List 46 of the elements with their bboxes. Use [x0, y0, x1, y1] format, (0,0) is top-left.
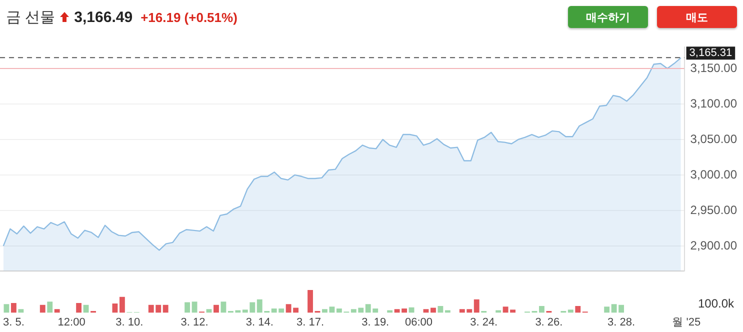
bar	[10, 302, 16, 313]
text: 매도	[657, 6, 737, 28]
y-tick-label: 3,000.00	[690, 167, 738, 182]
x-tick-label: 3. 5.	[3, 316, 24, 328]
text: 매수하기	[568, 6, 648, 28]
bar	[604, 306, 610, 313]
bar	[220, 302, 226, 313]
x-tick-label: 3. 14.	[246, 316, 274, 328]
x-tick-label: 3. 12.	[180, 316, 208, 328]
x-tick-label: 3. 17.	[296, 316, 324, 328]
y-tick-label: 2,900.00	[690, 238, 738, 252]
bar	[184, 302, 190, 313]
x-tick-label: 06:00	[404, 316, 433, 328]
bar	[76, 302, 82, 313]
bar	[18, 309, 24, 313]
chart-title: 금 선물	[6, 8, 56, 26]
bar	[430, 308, 436, 313]
y-tick-label: 2,950.00	[690, 202, 738, 217]
bar	[438, 306, 444, 313]
x-tick-label: 3. 28.	[608, 316, 636, 328]
ref-line-label: 3,165.31	[689, 47, 732, 60]
bar	[47, 302, 53, 313]
x-tick-label: 3. 26.	[535, 316, 563, 328]
y-tick-label: 3,050.00	[690, 132, 738, 146]
text: 100.0k	[698, 296, 736, 310]
bar	[4, 304, 10, 313]
x-tick-label: 3. 24.	[470, 316, 498, 328]
text: 3,166.49	[74, 8, 133, 26]
bar	[119, 296, 125, 313]
y-tick-label: 3,100.00	[690, 96, 738, 110]
x-tick-label: 12:00	[58, 316, 86, 328]
x-tick-label: 3. 19.	[362, 316, 390, 328]
x-tick-label: 월 '25	[672, 316, 701, 328]
x-tick-label: 3. 10.	[116, 316, 144, 328]
bar	[40, 304, 46, 313]
bar	[575, 306, 581, 313]
y-tick-label: 3,150.00	[690, 60, 738, 75]
bar	[539, 306, 544, 313]
text: +16.19 (+0.51%)	[140, 10, 238, 24]
bar	[568, 310, 574, 313]
bar	[214, 304, 219, 313]
bar	[474, 299, 480, 313]
bar	[162, 304, 168, 313]
bar	[54, 309, 60, 313]
bar	[192, 302, 198, 313]
bar	[308, 290, 313, 313]
